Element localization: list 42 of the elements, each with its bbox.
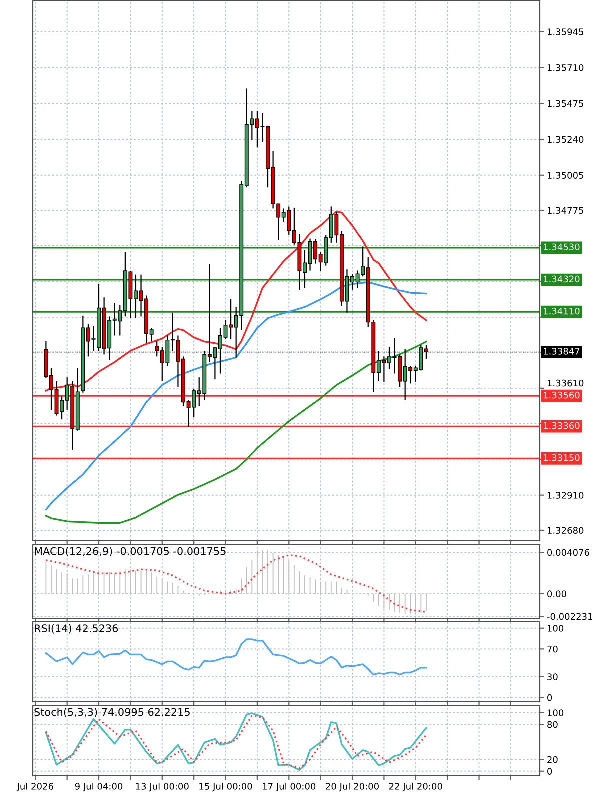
- x-tick-label: Jul 2026: [16, 782, 54, 792]
- y-tick-label: 1.33610: [548, 380, 584, 387]
- y-tick-label: 0: [548, 768, 552, 775]
- ref-line-label: 1.34530: [544, 244, 580, 251]
- y-tick-label: 70: [548, 646, 558, 653]
- y-tick-label: 100: [548, 710, 564, 716]
- line-series: [45, 210, 428, 392]
- y-tick-label: -0.002231: [547, 613, 592, 620]
- ref-line-label: 1.33847: [544, 348, 580, 355]
- line-series: [45, 341, 428, 524]
- x-tick-label: 17 Jul 00:00: [263, 782, 316, 792]
- y-tick-label: 0: [548, 694, 552, 702]
- chart-title: Stoch(5,3,3) 74.0995 62.2215: [34, 708, 190, 718]
- ref-line-label: 1.34320: [544, 276, 580, 283]
- x-tick-label: 22 Jul 20:00: [389, 782, 442, 792]
- x-tick-label: 20 Jul 20:00: [326, 782, 379, 792]
- line-series: [45, 554, 428, 614]
- y-tick-label: 1.35240: [548, 136, 584, 144]
- y-tick-label: 1.32680: [548, 527, 584, 534]
- y-tick-label: 100: [548, 625, 564, 632]
- ref-line-label: 1.33150: [544, 454, 580, 462]
- ref-line-label: 1.33560: [544, 392, 580, 399]
- x-tick-label: 13 Jul 00:00: [136, 782, 189, 792]
- x-tick-label: 9 Jul 04:00: [75, 782, 123, 792]
- ref-line-label: 1.33360: [544, 422, 580, 430]
- y-tick-label: 1.32910: [548, 492, 584, 499]
- chart-title: RSI(14) 42.5236: [35, 624, 118, 634]
- y-tick-label: 30: [548, 674, 558, 680]
- line-series: [45, 281, 428, 511]
- ref-line-label: 1.34110: [544, 308, 580, 315]
- y-tick-label: 1.35475: [548, 100, 584, 108]
- y-tick-label: 1.34775: [548, 207, 584, 214]
- y-tick-label: 1.35710: [548, 64, 584, 72]
- y-tick-label: 20: [548, 756, 558, 764]
- y-tick-label: 1.35945: [548, 28, 584, 36]
- y-tick-label: 1.35005: [548, 172, 584, 179]
- chart-title: MACD(12,26,9) -0.001705 -0.001755: [35, 547, 226, 557]
- y-tick-label: 0.00: [548, 590, 566, 598]
- x-tick-label: 15 Jul 00:00: [200, 782, 252, 792]
- y-tick-label: 80: [548, 721, 558, 728]
- line-series: [45, 638, 428, 676]
- y-tick-label: 0.004076: [548, 549, 590, 556]
